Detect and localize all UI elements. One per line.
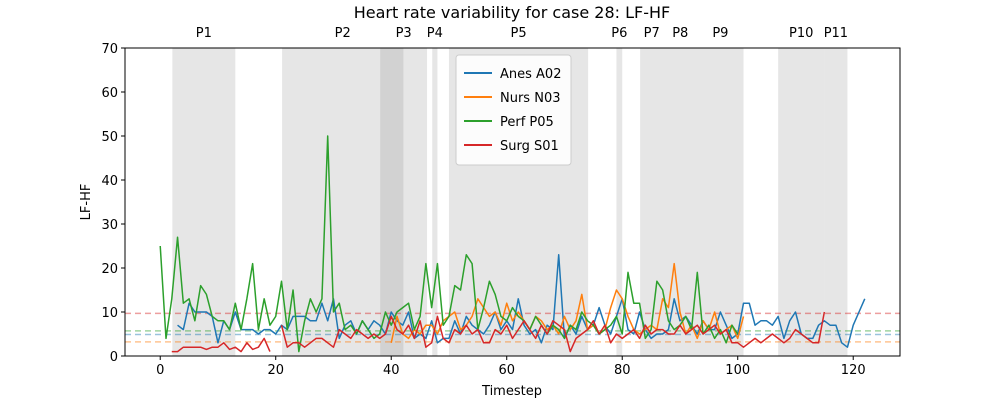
- legend-label: Perf P05: [500, 115, 554, 130]
- plot-frame: [124, 47, 901, 357]
- y-tick-label: 60: [101, 86, 118, 101]
- x-tick-label: 0: [156, 363, 164, 378]
- phase-band: [380, 48, 428, 356]
- phase-label: P7: [644, 26, 660, 41]
- phase-label: P4: [427, 26, 443, 41]
- x-tick-label: 20: [267, 363, 284, 378]
- y-tick-label: 40: [101, 174, 118, 189]
- phase-label: P9: [712, 26, 728, 41]
- legend-box: [455, 54, 572, 166]
- phase-label: P10: [789, 26, 813, 41]
- phase-band: [640, 48, 664, 356]
- legend-label: Anes A02: [500, 67, 561, 82]
- phase-label: P8: [672, 26, 688, 41]
- y-tick-label: 20: [101, 262, 118, 277]
- x-tick-label: 40: [383, 363, 400, 378]
- x-tick-label: 60: [498, 363, 515, 378]
- y-tick-label: 10: [101, 306, 118, 321]
- x-tick-label: 80: [614, 363, 631, 378]
- phase-band: [432, 48, 438, 356]
- phase-band: [172, 48, 236, 356]
- series-line: [390, 262, 745, 343]
- y-tick-label: 50: [101, 130, 118, 145]
- phase-label: P2: [335, 26, 351, 41]
- y-tick-label: 0: [110, 350, 118, 365]
- phase-label: P5: [511, 26, 527, 41]
- x-tick-label: 100: [725, 363, 750, 378]
- legend-label: Surg S01: [500, 139, 559, 154]
- phase-band: [824, 48, 848, 356]
- legend-label: Nurs N03: [500, 91, 560, 106]
- y-tick-label: 70: [101, 42, 118, 57]
- phase-label: P3: [396, 26, 412, 41]
- x-axis-label: Timestep: [481, 384, 542, 399]
- series-line: [177, 254, 866, 348]
- phase-label: P11: [824, 26, 848, 41]
- series-line: [171, 311, 826, 353]
- y-tick-label: 30: [101, 218, 118, 233]
- phase-band: [616, 48, 623, 356]
- x-tick-label: 120: [841, 363, 866, 378]
- chart-title: Heart rate variability for case 28: LF-H…: [354, 3, 671, 22]
- phase-band: [697, 48, 744, 356]
- phase-label: P6: [611, 26, 627, 41]
- line-layer: [159, 135, 866, 353]
- phase-band: [282, 48, 404, 356]
- phase-band: [778, 48, 825, 356]
- series-line: [159, 135, 739, 353]
- phase-label: P1: [196, 26, 212, 41]
- axes-layer: P1 P2 P3 P4 P5 P6 P7 P8 P9 P10 P11 0 20 40 60 80 100 120 0…: [101, 26, 901, 378]
- y-axis-label: LF-HF: [79, 184, 94, 221]
